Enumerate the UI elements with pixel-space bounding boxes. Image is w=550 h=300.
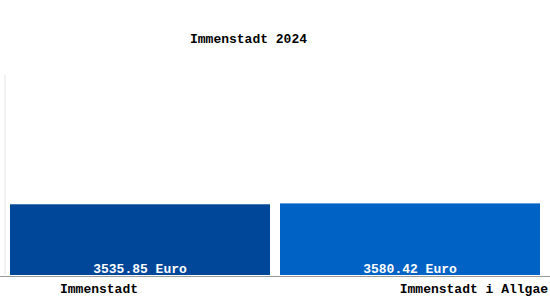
baseline (0, 276, 550, 277)
chart: Immenstadt 2024 3535.85 Euro Immenstadt 358… (0, 0, 550, 300)
y-axis-line (5, 75, 6, 275)
bars (10, 203, 540, 275)
category-label: Immenstadt (60, 282, 138, 297)
title: Immenstadt 2024 (190, 32, 307, 47)
category-label: Immenstadt i Allgae (400, 282, 548, 297)
labels: 3535.85 Euro Immenstadt 3580.42 Euro Immens… (60, 262, 548, 297)
data-label: 3535.85 Euro (93, 262, 187, 277)
data-label: 3580.42 Euro (363, 262, 457, 277)
